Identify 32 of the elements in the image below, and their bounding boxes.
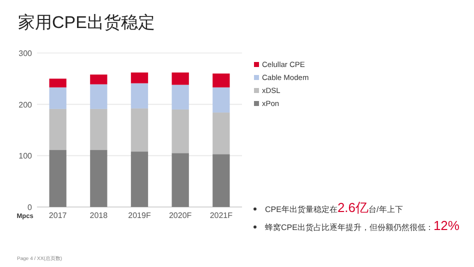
bar [49,78,66,88]
bar [212,112,230,154]
bar [49,150,66,207]
bar [90,84,108,109]
y-tick-label: 100 [18,152,33,161]
x-tick-label: 2021F [210,211,233,220]
x-tick-label: 2020F [168,211,192,220]
x-tick-label: 2018 [90,211,108,220]
bar [212,74,230,88]
bar [212,87,230,113]
bar [212,154,230,207]
x-tick-label: 2017 [48,211,68,220]
bar [90,108,108,150]
bar [49,87,66,109]
bar [172,72,189,85]
bar [172,84,189,110]
bar [90,150,108,207]
y-tick-label: 200 [18,100,33,110]
y-tick-label: 300 [18,49,33,58]
y-tick-label: 0 [28,203,33,212]
bar [49,108,66,150]
bar [90,74,108,84]
bar [172,109,189,154]
text: 蜂窝CPE出货占比逐年提升，但份额仍然很低：12% [265,218,460,233]
x-tick-label: 2019F [128,211,151,220]
bar [130,108,148,152]
bar [172,153,189,207]
bar [130,72,148,84]
bar [130,152,148,207]
bar [130,83,148,108]
chart-title: 家用CPE出货稳定 [18,13,155,32]
text: CPE年出货量稳定在2.6亿台/年上下 [265,200,403,215]
